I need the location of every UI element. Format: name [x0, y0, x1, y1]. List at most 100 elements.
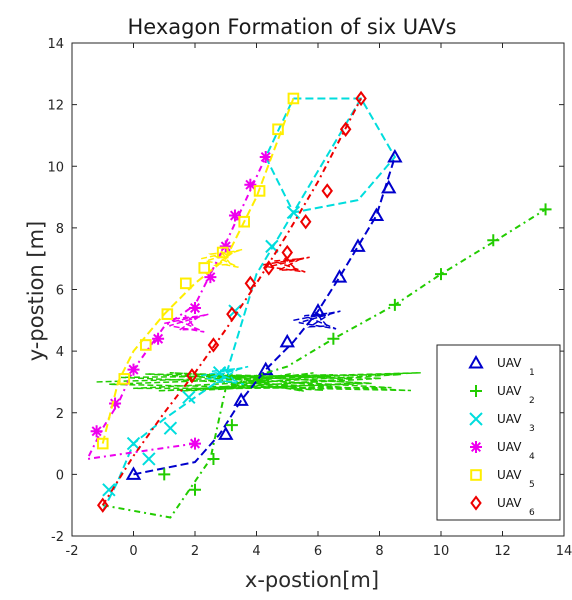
legend-item: UAV 2: [470, 384, 535, 406]
plus-marker: [487, 234, 500, 247]
diamond-marker: [339, 121, 352, 137]
x-marker: [212, 365, 227, 380]
legend-subscript: 2: [529, 396, 535, 406]
triangle-marker: [468, 354, 484, 369]
x-axis-label: x-postion[m]: [245, 568, 379, 592]
square-marker: [161, 308, 174, 320]
legend-item: UAV 4: [470, 440, 535, 462]
x-marker: [142, 452, 156, 466]
asterisk-marker: [204, 271, 217, 284]
series-uav-1: [125, 148, 403, 480]
legend-label: UAV: [497, 412, 522, 426]
square-marker: [216, 246, 229, 259]
legend-label: UAV: [497, 440, 522, 454]
asterisk-marker: [189, 437, 201, 450]
square-marker: [118, 373, 131, 385]
legend-subscript: 4: [529, 452, 535, 462]
y-tick-label: 14: [47, 37, 64, 52]
legend-item: UAV 1: [468, 354, 535, 378]
legend-subscript: 1: [529, 368, 535, 378]
legend-label: UAV: [497, 468, 522, 482]
plus-marker: [470, 385, 482, 397]
y-tick-label: 12: [47, 99, 64, 114]
diamond-marker: [299, 214, 312, 230]
triangle-marker: [258, 361, 274, 376]
plus-marker: [539, 203, 552, 216]
asterisk-marker: [259, 151, 272, 164]
diamond-marker: [281, 244, 293, 261]
triangle-marker: [279, 333, 295, 348]
triangle-marker: [125, 466, 142, 480]
y-tick-label: 6: [56, 284, 64, 299]
x-tick-label: 12: [494, 544, 511, 559]
triangle-marker: [310, 303, 326, 317]
legend-label: UAV: [497, 496, 522, 510]
x-marker: [182, 390, 196, 405]
y-axis-label: y-postion [m]: [24, 221, 48, 362]
legend-box: [436, 344, 561, 521]
legend: UAV 1 UAV 2 UAV 3 UAV 4 UAV 5 UAV 6: [436, 344, 561, 521]
plus-marker: [388, 298, 401, 311]
asterisk-marker: [152, 332, 165, 345]
plus-marker: [327, 332, 340, 345]
asterisk-marker: [244, 178, 257, 191]
asterisk-marker: [228, 209, 241, 222]
asterisk-marker: [127, 363, 140, 376]
square-marker: [287, 92, 300, 105]
x-tick-label: 6: [314, 544, 322, 559]
legend-item: UAV 5: [470, 468, 535, 490]
plus-marker: [435, 268, 447, 281]
diamond-marker: [263, 260, 275, 276]
diamond-marker: [226, 306, 238, 322]
square-marker: [253, 185, 266, 197]
oscillation-cluster: [96, 371, 421, 392]
y-tick-label: 8: [56, 222, 64, 237]
plus-marker: [189, 483, 201, 496]
legend-item: UAV 3: [469, 412, 535, 434]
series-line: [101, 98, 362, 506]
legend-item: UAV 6: [470, 495, 535, 518]
asterisk-marker: [189, 301, 201, 314]
triangle-marker: [233, 392, 249, 406]
x-tick-label: 0: [129, 544, 137, 559]
oscillation-cluster: [200, 248, 243, 268]
triangle-marker: [387, 148, 403, 163]
diamond-marker: [321, 183, 333, 199]
formation-link-line: [264, 97, 397, 214]
series-uav-3: [101, 97, 362, 512]
series-line: [102, 208, 547, 519]
square-marker: [140, 339, 152, 351]
series-uav-2: [102, 203, 552, 519]
x-marker: [163, 421, 178, 435]
legend-subscript: 6: [529, 508, 535, 518]
x-marker: [469, 412, 483, 426]
y-tick-label: 2: [56, 407, 64, 422]
triangle-marker: [331, 269, 348, 283]
series-uav-6: [97, 90, 367, 513]
square-marker: [272, 123, 284, 136]
diamond-marker: [355, 90, 367, 107]
oscillation-cluster: [164, 313, 209, 333]
square-marker: [238, 215, 250, 228]
x-marker: [126, 436, 141, 451]
y-tick-label: -2: [51, 530, 64, 545]
plot-area: [85, 90, 552, 519]
x-marker: [102, 483, 116, 497]
square-marker: [179, 277, 192, 290]
x-tick-label: 4: [252, 544, 260, 559]
triangle-marker: [381, 179, 397, 194]
plus-marker: [225, 419, 238, 432]
x-tick-label: 2: [191, 544, 199, 559]
diamond-marker: [470, 495, 482, 511]
legend-label: UAV: [497, 384, 522, 398]
y-tick-label: 4: [56, 345, 64, 360]
legend-subscript: 3: [529, 424, 535, 434]
diamond-marker: [97, 497, 109, 513]
asterisk-marker: [470, 441, 482, 453]
plus-marker: [207, 452, 220, 465]
triangle-marker: [368, 207, 385, 222]
series-line: [101, 97, 362, 512]
diamond-marker: [207, 337, 220, 353]
